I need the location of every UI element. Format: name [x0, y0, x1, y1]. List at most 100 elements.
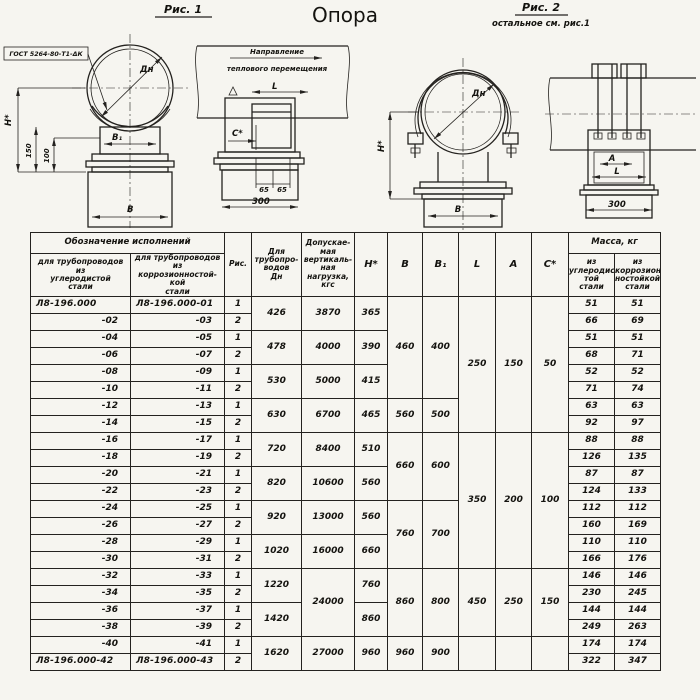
c-column-header: С* — [531, 232, 569, 297]
mass-corrosion-cell: 87 — [614, 465, 661, 484]
mass-carbon-cell: 124 — [568, 482, 615, 501]
a-cell: 250 — [495, 567, 532, 637]
mass-carbon-cell: 68 — [568, 346, 615, 365]
designation-carbon-cell: -16 — [30, 431, 131, 450]
designation-corrosion-cell: -29 — [130, 533, 225, 552]
designation-corrosion-cell: -27 — [130, 516, 225, 535]
figure-number-cell: 2 — [224, 550, 252, 569]
mass-carbon-cell: 51 — [568, 295, 615, 314]
mass-corrosion-cell: 347 — [614, 652, 661, 671]
fig1-300-label: 300 — [252, 197, 270, 207]
figure-number-cell: 1 — [224, 567, 252, 586]
table-row: -14 -15 2 92 97 — [30, 414, 661, 433]
figure-number-cell: 1 — [224, 397, 252, 416]
designation-carbon-cell: -02 — [30, 312, 131, 331]
dn-cell: 920 — [251, 499, 302, 535]
h-column-header: Н* — [354, 232, 388, 297]
b-cell: 460 — [387, 295, 423, 399]
h-cell: 390 — [354, 329, 388, 365]
figure-number-cell: 2 — [224, 618, 252, 637]
table-row: -32 -33 1 1220 24000 760 860 800 450 250 150 146 146 — [30, 567, 661, 637]
dn-cell: 1220 — [251, 567, 302, 603]
mass-corrosion-cell: 245 — [614, 584, 661, 603]
designation-corrosion-cell: -13 — [130, 397, 225, 416]
load-cell: 24000 — [301, 567, 355, 637]
b1-cell: 400 — [422, 295, 459, 399]
designation-carbon-cell: -38 — [30, 618, 131, 637]
figure-number-cell: 2 — [224, 516, 252, 535]
h-cell: 660 — [354, 533, 388, 569]
load-cell: 16000 — [301, 533, 355, 569]
table-row: -18 -19 2 126 135 — [30, 448, 661, 467]
mass-carbon-cell: 52 — [568, 363, 615, 382]
mass-carbon-cell: 88 — [568, 431, 615, 450]
dn-cell: 720 — [251, 431, 302, 467]
h-cell: 860 — [354, 601, 388, 637]
load-cell: 6700 — [301, 397, 355, 433]
designation-carbon-cell: -18 — [30, 448, 131, 467]
table-row: -12 -13 1 630 6700 465 560 500 63 63 — [30, 397, 661, 433]
mass-carbon-cell: 144 — [568, 601, 615, 620]
mass-corrosion-cell: 63 — [614, 397, 661, 416]
designation-carbon-cell: Л8-196.000-42 — [30, 652, 131, 671]
mass-corrosion-cell: 112 — [614, 499, 661, 518]
designation-carbon-cell: -34 — [30, 584, 131, 603]
b-cell: 660 — [387, 431, 423, 501]
mass-carbon-cell: 71 — [568, 380, 615, 399]
mass-corrosion-cell: 135 — [614, 448, 661, 467]
figure-number-cell: 2 — [224, 380, 252, 399]
h-cell: 510 — [354, 431, 388, 467]
fig2-300-label: 300 — [608, 200, 626, 210]
table-row: Л8-196.000 Л8-196.000-01 1 426 3870 365 460 400… — [30, 295, 661, 433]
mass-carbon-cell: 92 — [568, 414, 615, 433]
l-cell: 450 — [458, 567, 496, 637]
fig2-caption: Рис. 2 — [522, 1, 560, 14]
a-cell: 150 — [495, 295, 532, 433]
table-row: -04 -05 1 478 4000 390 51 51 — [30, 329, 661, 365]
designation-carbon-cell: -28 — [30, 533, 131, 552]
mass-corrosion-cell: 174 — [614, 635, 661, 654]
mass-corrosion-cell: 146 — [614, 567, 661, 586]
designation-corrosion-cell: -15 — [130, 414, 225, 433]
mass-carbon-cell: 230 — [568, 584, 615, 603]
load-cell: 4000 — [301, 329, 355, 365]
designation-corrosion-cell: Л8-196.000-01 — [130, 295, 225, 314]
fig1-c-label: С* — [232, 129, 243, 139]
b1-cell: 500 — [422, 397, 459, 433]
designation-group-header: Обозначение исполнений — [30, 232, 225, 254]
fig1-h-label: Н* — [4, 114, 14, 126]
fig2-dn-label: Дн — [471, 89, 486, 99]
load-cell: 27000 — [301, 635, 355, 671]
designation-corrosion-cell: -39 — [130, 618, 225, 637]
mass-carbon-cell: 110 — [568, 533, 615, 552]
dn-cell: 820 — [251, 465, 302, 501]
fig1-l-label: L — [272, 82, 277, 92]
table-row: -24 -25 1 920 13000 560 760 700 112 112 — [30, 499, 661, 569]
h-cell: 760 — [354, 567, 388, 603]
load-cell: 13000 — [301, 499, 355, 535]
b1-column-header: В₁ — [422, 232, 459, 297]
fig2-side-view: А L 300 — [545, 63, 698, 219]
designation-corrosion-cell: -31 — [130, 550, 225, 569]
designation-corrosion-cell: -37 — [130, 601, 225, 620]
designation-corrosion-cell: -21 — [130, 465, 225, 484]
fig1-direction-line2: теплового перемещения — [227, 65, 328, 73]
b-cell: 860 — [387, 567, 423, 637]
h-cell: 415 — [354, 363, 388, 399]
designation-corrosion-cell: -09 — [130, 363, 225, 382]
table-row: Л8-196.000-42 Л8-196.000-43 2 322 347 — [30, 652, 661, 671]
spec-table-header: Обозначение исполнений Рис. Для трубопро… — [30, 232, 661, 297]
designation-carbon-cell: -14 — [30, 414, 131, 433]
mass-corrosion-cell: 74 — [614, 380, 661, 399]
load-cell: 8400 — [301, 431, 355, 467]
fig1-65a-label: 65 — [259, 186, 269, 194]
b1-cell: 800 — [422, 567, 459, 637]
mass-carbon-header: из углеродис- той стали — [568, 253, 615, 297]
figure-number-cell: 1 — [224, 465, 252, 484]
page-title: Опора — [312, 3, 378, 27]
spec-table-body: Л8-196.000 Л8-196.000-01 1 426 3870 365 460 400… — [30, 295, 661, 671]
mass-carbon-cell: 249 — [568, 618, 615, 637]
dn-cell: 630 — [251, 397, 302, 433]
designation-corrosion-cell: -05 — [130, 329, 225, 348]
designation-corrosion-cell: -41 — [130, 635, 225, 654]
